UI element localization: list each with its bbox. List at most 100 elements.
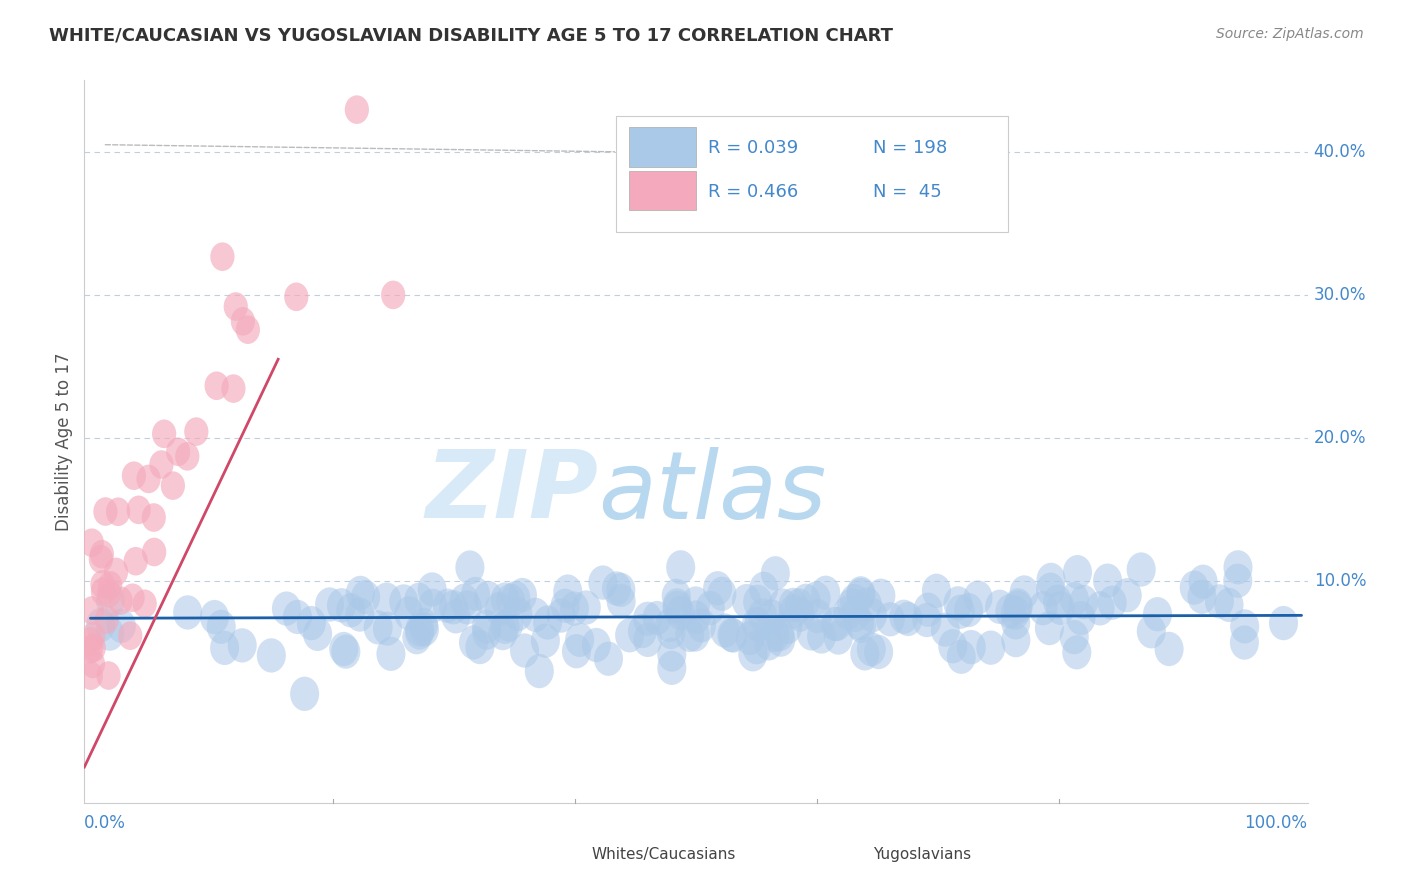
Circle shape — [688, 608, 716, 642]
Circle shape — [105, 498, 131, 526]
Circle shape — [1188, 580, 1216, 614]
Circle shape — [82, 649, 105, 678]
Circle shape — [946, 640, 976, 673]
Circle shape — [531, 624, 560, 657]
Circle shape — [93, 497, 118, 526]
Circle shape — [749, 572, 779, 606]
Circle shape — [1230, 625, 1258, 660]
Circle shape — [494, 607, 523, 641]
Y-axis label: Disability Age 5 to 17: Disability Age 5 to 17 — [55, 352, 73, 531]
Circle shape — [761, 618, 790, 652]
Circle shape — [142, 503, 166, 532]
Circle shape — [593, 641, 623, 676]
Circle shape — [876, 602, 904, 636]
Circle shape — [465, 630, 495, 665]
Text: 100.0%: 100.0% — [1244, 814, 1308, 832]
Circle shape — [553, 574, 582, 608]
Circle shape — [524, 654, 554, 689]
Text: N =  45: N = 45 — [873, 183, 942, 201]
Circle shape — [118, 622, 142, 650]
Circle shape — [894, 602, 922, 636]
Circle shape — [1154, 632, 1184, 666]
Circle shape — [786, 598, 815, 632]
Text: R = 0.466: R = 0.466 — [709, 183, 799, 201]
Circle shape — [733, 584, 761, 618]
Circle shape — [986, 590, 1014, 624]
Circle shape — [491, 582, 520, 616]
Text: Source: ZipAtlas.com: Source: ZipAtlas.com — [1216, 27, 1364, 41]
Text: ZIP: ZIP — [425, 446, 598, 538]
Circle shape — [472, 609, 501, 644]
Circle shape — [297, 606, 326, 640]
Circle shape — [614, 618, 644, 652]
Circle shape — [837, 589, 866, 623]
Circle shape — [1010, 575, 1039, 609]
Circle shape — [405, 613, 434, 647]
Circle shape — [766, 623, 796, 657]
Circle shape — [1004, 588, 1032, 623]
Circle shape — [785, 588, 814, 623]
Circle shape — [956, 630, 986, 665]
Circle shape — [602, 571, 631, 606]
Circle shape — [946, 595, 974, 629]
Circle shape — [377, 637, 405, 671]
Circle shape — [655, 607, 685, 642]
Circle shape — [606, 573, 636, 607]
Circle shape — [474, 581, 503, 615]
Circle shape — [1112, 578, 1142, 613]
Circle shape — [662, 591, 692, 625]
Circle shape — [458, 625, 488, 659]
Circle shape — [856, 632, 886, 666]
Circle shape — [761, 556, 790, 591]
Circle shape — [381, 281, 405, 310]
Circle shape — [1215, 588, 1243, 622]
Circle shape — [149, 450, 173, 479]
Circle shape — [439, 591, 468, 624]
Circle shape — [405, 582, 433, 617]
Circle shape — [402, 620, 432, 655]
Text: 0.0%: 0.0% — [84, 814, 127, 832]
FancyBboxPatch shape — [537, 843, 579, 868]
Circle shape — [1028, 591, 1057, 625]
Circle shape — [845, 606, 875, 640]
Circle shape — [228, 628, 257, 663]
Circle shape — [231, 307, 254, 335]
Circle shape — [851, 636, 879, 671]
Circle shape — [204, 371, 229, 400]
Circle shape — [551, 589, 579, 623]
Circle shape — [90, 570, 114, 599]
Circle shape — [200, 600, 229, 634]
Circle shape — [1180, 571, 1209, 605]
Circle shape — [943, 586, 973, 621]
Circle shape — [96, 616, 124, 651]
Circle shape — [418, 589, 447, 623]
Circle shape — [963, 581, 993, 615]
Circle shape — [889, 599, 918, 634]
Circle shape — [122, 461, 146, 490]
Circle shape — [496, 583, 524, 618]
Text: N = 198: N = 198 — [873, 139, 948, 157]
Circle shape — [142, 538, 166, 566]
Text: Yugoslavians: Yugoslavians — [873, 847, 972, 863]
Circle shape — [582, 628, 610, 662]
Circle shape — [797, 616, 825, 650]
Circle shape — [315, 587, 344, 622]
Circle shape — [633, 601, 662, 636]
FancyBboxPatch shape — [818, 843, 860, 868]
Circle shape — [127, 496, 150, 524]
Circle shape — [1137, 614, 1166, 648]
Circle shape — [236, 316, 260, 344]
Circle shape — [332, 634, 360, 669]
Circle shape — [394, 596, 423, 631]
Circle shape — [1036, 563, 1066, 597]
Circle shape — [1223, 564, 1253, 598]
Circle shape — [976, 631, 1005, 665]
Circle shape — [472, 615, 501, 650]
Circle shape — [748, 599, 778, 632]
Circle shape — [456, 550, 485, 585]
Text: 30.0%: 30.0% — [1313, 286, 1367, 304]
Circle shape — [675, 617, 704, 652]
Circle shape — [107, 608, 136, 643]
Circle shape — [765, 617, 794, 651]
Circle shape — [803, 599, 832, 633]
